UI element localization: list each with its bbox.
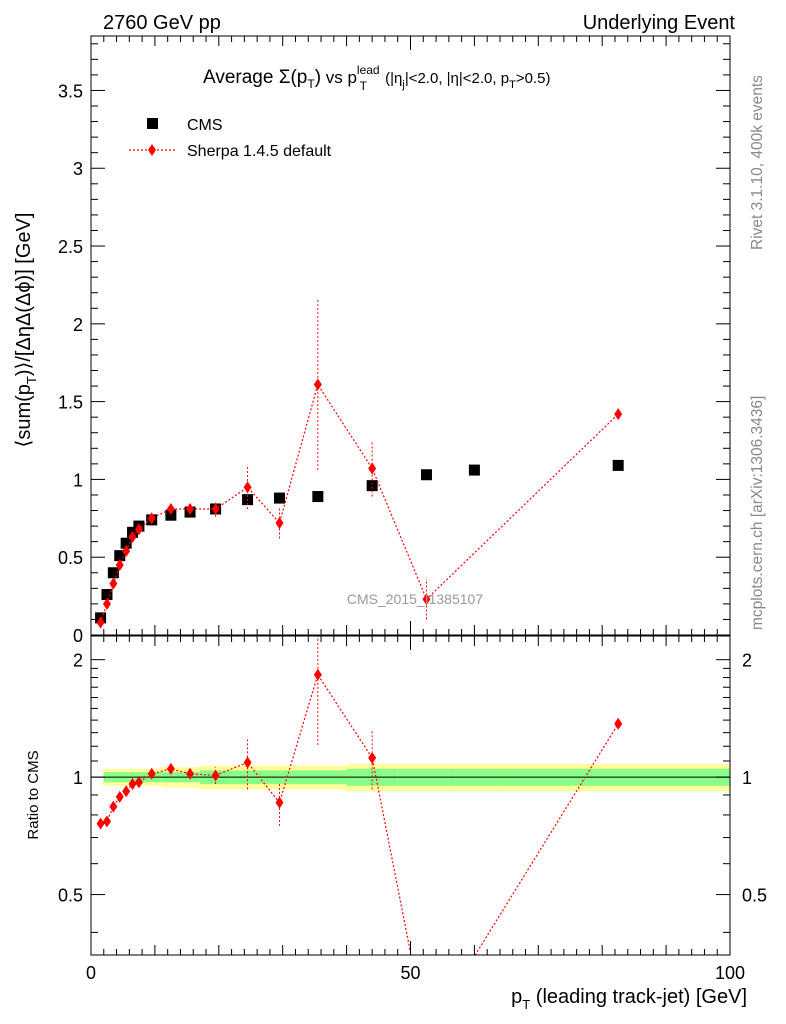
sherpa-data-point [186, 502, 195, 515]
y-tick-label: 0.5 [58, 548, 83, 568]
chart-title: Average Σ(pT) vs plead T (|ηj|<2.0, |η|<2… [203, 63, 550, 93]
ratio-y-tick-label-right: 2 [742, 651, 752, 671]
cms-data-point [366, 480, 378, 492]
sherpa-ratio-point [186, 767, 195, 780]
sherpa-data-point [115, 558, 124, 571]
ratio-plot-frame [90, 635, 731, 956]
sherpa-data-point [368, 462, 377, 475]
cms-data-point [107, 567, 119, 579]
ratio-y-tick-label-left: 2 [73, 651, 83, 671]
sherpa-data-point [313, 378, 322, 391]
sherpa-data-point [96, 616, 105, 629]
legend-cms-marker [147, 118, 158, 129]
sherpa-ratio-point [109, 800, 118, 813]
cms-data-point [101, 589, 113, 601]
header-right-label: Underlying Event [583, 12, 736, 34]
y-tick-label: 2.5 [58, 237, 83, 257]
sherpa-ratio-point [313, 668, 322, 681]
y-tick-label: 3.5 [58, 81, 83, 101]
sherpa-data-point [275, 516, 284, 529]
ratio-y-axis: 0.5 0.5 1 1 2 2 [58, 651, 767, 933]
sherpa-data-point [102, 597, 111, 610]
cms-data-point [468, 464, 480, 476]
ratio-y-axis-label: Ratio to CMS [25, 750, 42, 839]
sherpa-data-point [147, 512, 156, 525]
sherpa-ratio-point [243, 756, 252, 769]
ratio-uncertainty-bands [103, 764, 730, 792]
main-y-axis-label: ⟨sum(pT)⟩/[ΔηΔ(Δϕ)] [GeV] [13, 213, 39, 448]
sherpa-data-point [134, 523, 143, 536]
sherpa-ratio-point [211, 769, 220, 782]
y-tick-label: 1.5 [58, 393, 83, 413]
legend: CMS Sherpa 1.4.5 default [129, 117, 332, 160]
cms-data-point [420, 469, 432, 481]
sherpa-data-point [211, 502, 220, 515]
legend-sherpa-marker [148, 144, 156, 156]
mcplots-label: mcplots.cern.ch [arXiv:1306.3436] [749, 396, 766, 630]
ratio-y-tick-label-left: 0.5 [58, 886, 83, 906]
ratio-y-tick-label-right: 1 [742, 768, 752, 788]
x-tick-label: 0 [86, 963, 96, 983]
rivet-version-label: Rivet 3.1.10, 400k events [749, 75, 766, 250]
cms-data-point [612, 459, 624, 471]
cms-data-point [165, 509, 177, 521]
cms-data-point [312, 491, 324, 503]
sherpa-ratio-point [614, 717, 623, 730]
sherpa-ratio-point [134, 776, 143, 789]
y-tick-label: 3 [73, 159, 83, 179]
x-axis: 0 50 100 [86, 636, 745, 983]
main-y-axis: 0 0.5 1 1.5 2 2.5 3 3.5 [58, 36, 731, 646]
sherpa-data-point [122, 544, 131, 557]
x-tick-label: 100 [715, 963, 745, 983]
main-series-layer [95, 298, 624, 629]
legend-sherpa-label: Sherpa 1.4.5 default [187, 143, 332, 160]
sherpa-ratio-point [115, 790, 124, 803]
legend-cms-label: CMS [187, 117, 223, 134]
sherpa-line [100, 383, 619, 623]
sherpa-ratio-point [275, 796, 284, 809]
sherpa-data-point [128, 530, 137, 543]
sherpa-data-point [243, 481, 252, 494]
cms-data-point [120, 537, 132, 549]
ratio-panel: 0.5 0.5 1 1 2 2 0 50 100 Ratio to CMS pT (leadi… [25, 635, 767, 1012]
sherpa-ratio-point [122, 785, 131, 798]
y-tick-label: 1 [73, 470, 83, 490]
ratio-series-layer [96, 636, 623, 955]
sherpa-ratio-point [96, 817, 105, 830]
header-left-label: 2760 GeV pp [103, 12, 221, 34]
sherpa-data-point [166, 502, 175, 515]
ratio-y-tick-label-left: 1 [73, 768, 83, 788]
cms-data-point [114, 550, 126, 562]
main-panel: 0 0.5 1 1.5 2 2.5 3 3.5 CMS_2015_I1385107 Avera… [13, 35, 731, 646]
sherpa-ratio-point [166, 762, 175, 775]
watermark: CMS_2015_I1385107 [347, 591, 483, 607]
sherpa-data-point [422, 593, 431, 606]
y-tick-label: 0 [73, 626, 83, 646]
cms-data-point [274, 492, 286, 504]
sherpa-ratio-point [102, 815, 111, 828]
x-tick-label: 50 [400, 963, 420, 983]
sherpa-ratio-point [128, 778, 137, 791]
ratio-y-tick-label-right: 0.5 [742, 886, 767, 906]
sherpa-ratio-point [147, 767, 156, 780]
sherpa-ratio-point [368, 751, 377, 764]
sherpa-ratio-line [100, 673, 619, 955]
y-tick-label: 2 [73, 315, 83, 335]
sherpa-data-point [109, 577, 118, 590]
x-axis-label: pT (leading track-jet) [GeV] [511, 986, 747, 1012]
sherpa-data-point [614, 408, 623, 421]
